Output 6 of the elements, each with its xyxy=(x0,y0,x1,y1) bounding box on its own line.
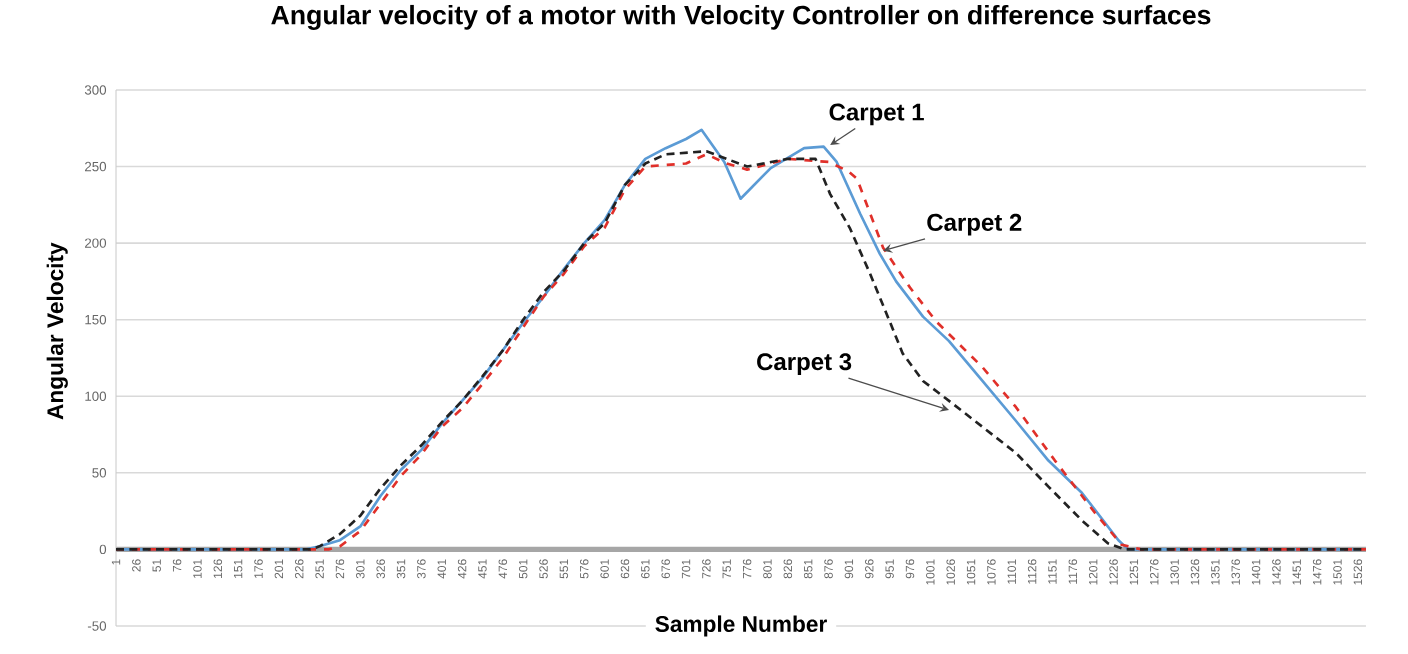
series-label: Carpet 2 xyxy=(927,213,1022,236)
chart-title: Angular velocity of a motor with Velocity Controller on difference surfaces xyxy=(271,4,1211,30)
series-label: Carpet 3 xyxy=(757,353,852,375)
y-axis-title: Angular Velocity xyxy=(46,242,68,420)
x-axis-title: Sample Number xyxy=(655,615,827,637)
series-label: Carpet 1 xyxy=(829,103,924,126)
